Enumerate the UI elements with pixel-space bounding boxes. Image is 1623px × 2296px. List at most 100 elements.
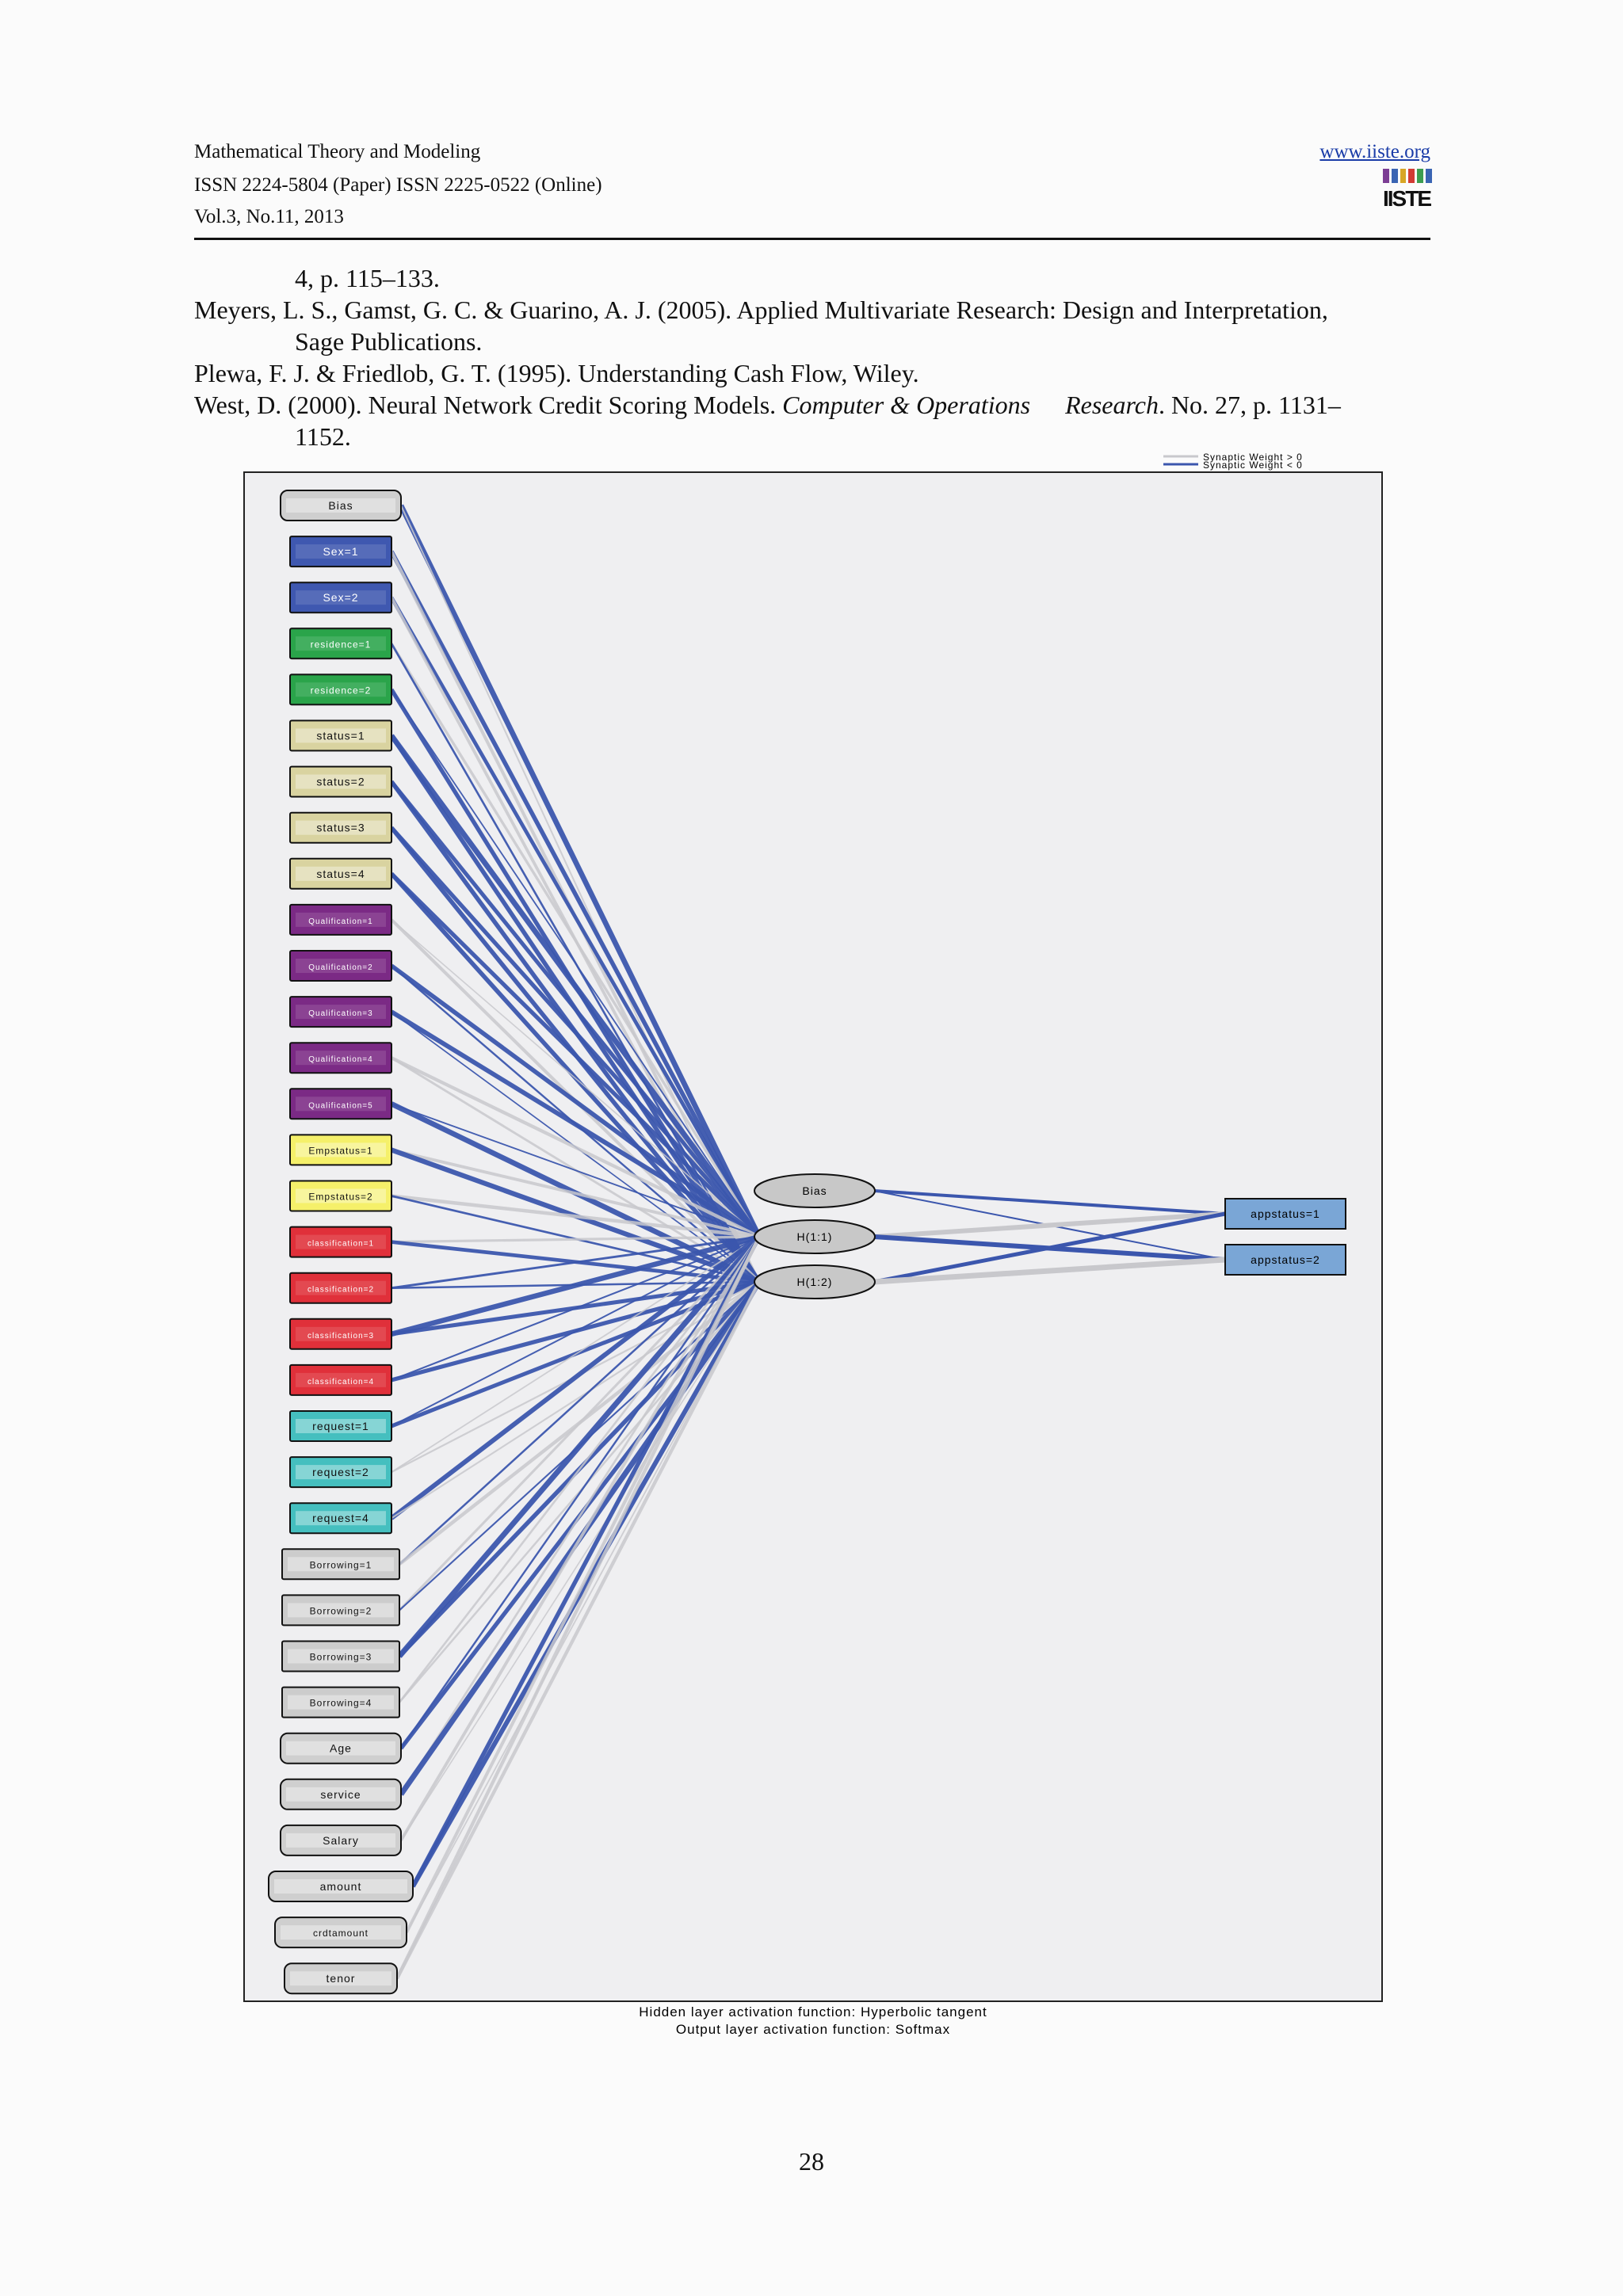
input-node-classification-2: classification=2 xyxy=(289,1272,392,1304)
input-node-box xyxy=(289,857,392,890)
input-node-salary: Salary xyxy=(280,1824,402,1856)
input-node-box xyxy=(289,1410,392,1442)
input-node-box xyxy=(281,1640,400,1672)
input-layer: Bias Sex=1 Sex=2 residence=1 residence=2 stat… xyxy=(268,490,414,1995)
input-node-label: classification=4 xyxy=(307,1378,374,1386)
input-node-label: Borrowing=2 xyxy=(310,1605,372,1616)
input-node-tenor: tenor xyxy=(284,1962,398,1995)
input-node-box xyxy=(268,1871,414,1902)
input-node-label-bg xyxy=(288,1649,394,1664)
connection-borrowing-1-h1 xyxy=(399,1236,760,1566)
output-node-appstatus-1: appstatus=1 xyxy=(1224,1198,1346,1230)
input-node-box xyxy=(289,1363,392,1396)
hidden-node-h-1-2: H(1:2) xyxy=(754,1264,876,1299)
input-node-label: classification=2 xyxy=(307,1286,374,1295)
connection-sex-1-h1 xyxy=(389,550,762,1238)
input-node-box xyxy=(289,1456,392,1489)
input-node-label-bg xyxy=(296,728,386,743)
input-node-label-bg xyxy=(296,866,386,881)
input-node-label: Qualification=3 xyxy=(308,1009,372,1018)
connection-empstatus-2-h1 xyxy=(391,1194,760,1239)
input-node-box xyxy=(289,1042,392,1074)
input-node-qualification-2: Qualification=2 xyxy=(289,950,392,982)
input-node-box xyxy=(289,996,392,1028)
input-node-label: amount xyxy=(320,1880,362,1893)
connection-tenor-h2 xyxy=(395,1281,761,1980)
input-node-label-bg xyxy=(296,1280,386,1295)
input-node-empstatus-2: Empstatus=2 xyxy=(289,1180,392,1212)
input-node-borrowing-4: Borrowing=4 xyxy=(281,1686,400,1718)
input-node-age: Age xyxy=(280,1732,402,1764)
input-node-label: residence=1 xyxy=(311,639,372,650)
input-node-label: status=4 xyxy=(316,868,365,880)
input-node-box xyxy=(289,536,392,568)
reference-west-cont: 1152. xyxy=(295,422,351,451)
input-node-borrowing-2: Borrowing=2 xyxy=(281,1594,400,1627)
connection-h1-out1 xyxy=(873,1211,1226,1239)
legend-positive-label: Synaptic Weight > 0 xyxy=(1203,452,1303,463)
input-node-box xyxy=(280,1824,402,1856)
input-node-borrowing-1: Borrowing=1 xyxy=(281,1548,400,1581)
page-number: 28 xyxy=(799,2147,824,2176)
connection-bias-h1 xyxy=(398,504,762,1238)
connection-salary-h1 xyxy=(399,1236,761,1841)
reference-meyers: Meyers, L. S., Gamst, G. C. & Guarino, A… xyxy=(194,296,1328,324)
input-node-box xyxy=(289,719,392,752)
input-node-label-bg xyxy=(296,1097,386,1112)
input-node-bias: Bias xyxy=(280,490,402,521)
reference-meyers-cont: Sage Publications. xyxy=(295,327,483,356)
issn-line: ISSN 2224-5804 (Paper) ISSN 2225-0522 (O… xyxy=(194,174,602,196)
input-node-label-bg xyxy=(296,1511,386,1526)
legend-negative-label: Synaptic Weight < 0 xyxy=(1203,460,1303,471)
input-node-label-bg xyxy=(296,1419,386,1433)
input-node-label-bg xyxy=(290,1971,391,1986)
hidden-node-label: H(1:2) xyxy=(797,1276,833,1288)
connection-request-4-h1 xyxy=(390,1234,761,1520)
input-node-box xyxy=(280,1732,402,1764)
input-node-label-bg xyxy=(296,682,386,697)
connection-classification-4-h1 xyxy=(391,1236,760,1381)
connection-request-2-h1 xyxy=(391,1236,760,1473)
input-node-amount: amount xyxy=(268,1871,414,1902)
input-node-label: status=1 xyxy=(316,730,365,742)
input-node-request-2: request=2 xyxy=(289,1456,392,1489)
input-node-label: crdtamount xyxy=(313,1928,369,1939)
input-node-label: Borrowing=3 xyxy=(310,1652,372,1663)
input-node-box xyxy=(289,1272,392,1304)
input-node-label: tenor xyxy=(327,1972,356,1985)
input-node-label-bg xyxy=(286,498,395,513)
journal-title: Mathematical Theory and Modeling xyxy=(194,141,481,162)
connection-age-h1 xyxy=(400,1236,760,1749)
input-node-label: residence=2 xyxy=(311,685,372,696)
connection-residence-1-h1 xyxy=(390,643,761,1238)
hidden-activation-caption: Hidden layer activation function: Hyperb… xyxy=(639,2004,987,2019)
input-node-box xyxy=(289,673,392,706)
input-node-status-4: status=4 xyxy=(289,857,392,890)
input-node-label-bg xyxy=(288,1603,394,1618)
connection-service-h1 xyxy=(399,1236,761,1795)
connection-h2-out2 xyxy=(873,1257,1226,1285)
hidden-node-bias: Bias xyxy=(754,1173,876,1208)
input-node-sex-1: Sex=1 xyxy=(289,536,392,568)
input-node-request-4: request=4 xyxy=(289,1502,392,1535)
input-node-label: Borrowing=1 xyxy=(310,1559,372,1570)
input-node-box xyxy=(289,1318,392,1350)
input-node-label-bg xyxy=(296,1142,386,1158)
connection-classification-1-h1 xyxy=(391,1235,760,1244)
input-node-status-2: status=2 xyxy=(289,765,392,798)
input-node-box xyxy=(280,1778,402,1810)
connection-sex-2-h1 xyxy=(389,597,762,1238)
output-activation-caption: Output layer activation function: Softma… xyxy=(676,2022,950,2037)
website-link[interactable]: www.iiste.org xyxy=(1319,141,1430,162)
connection-tenor-h1 xyxy=(395,1236,761,1980)
input-node-label-bg xyxy=(296,959,386,973)
input-node-label-bg xyxy=(296,1234,386,1249)
input-node-box xyxy=(289,811,392,844)
input-node-label: status=2 xyxy=(316,776,365,788)
input-node-box xyxy=(289,903,392,936)
input-node-qualification-5: Qualification=5 xyxy=(289,1088,392,1120)
output-node-box xyxy=(1224,1198,1346,1230)
output-node-label: appstatus=2 xyxy=(1251,1253,1320,1266)
input-node-empstatus-1: Empstatus=1 xyxy=(289,1134,392,1166)
